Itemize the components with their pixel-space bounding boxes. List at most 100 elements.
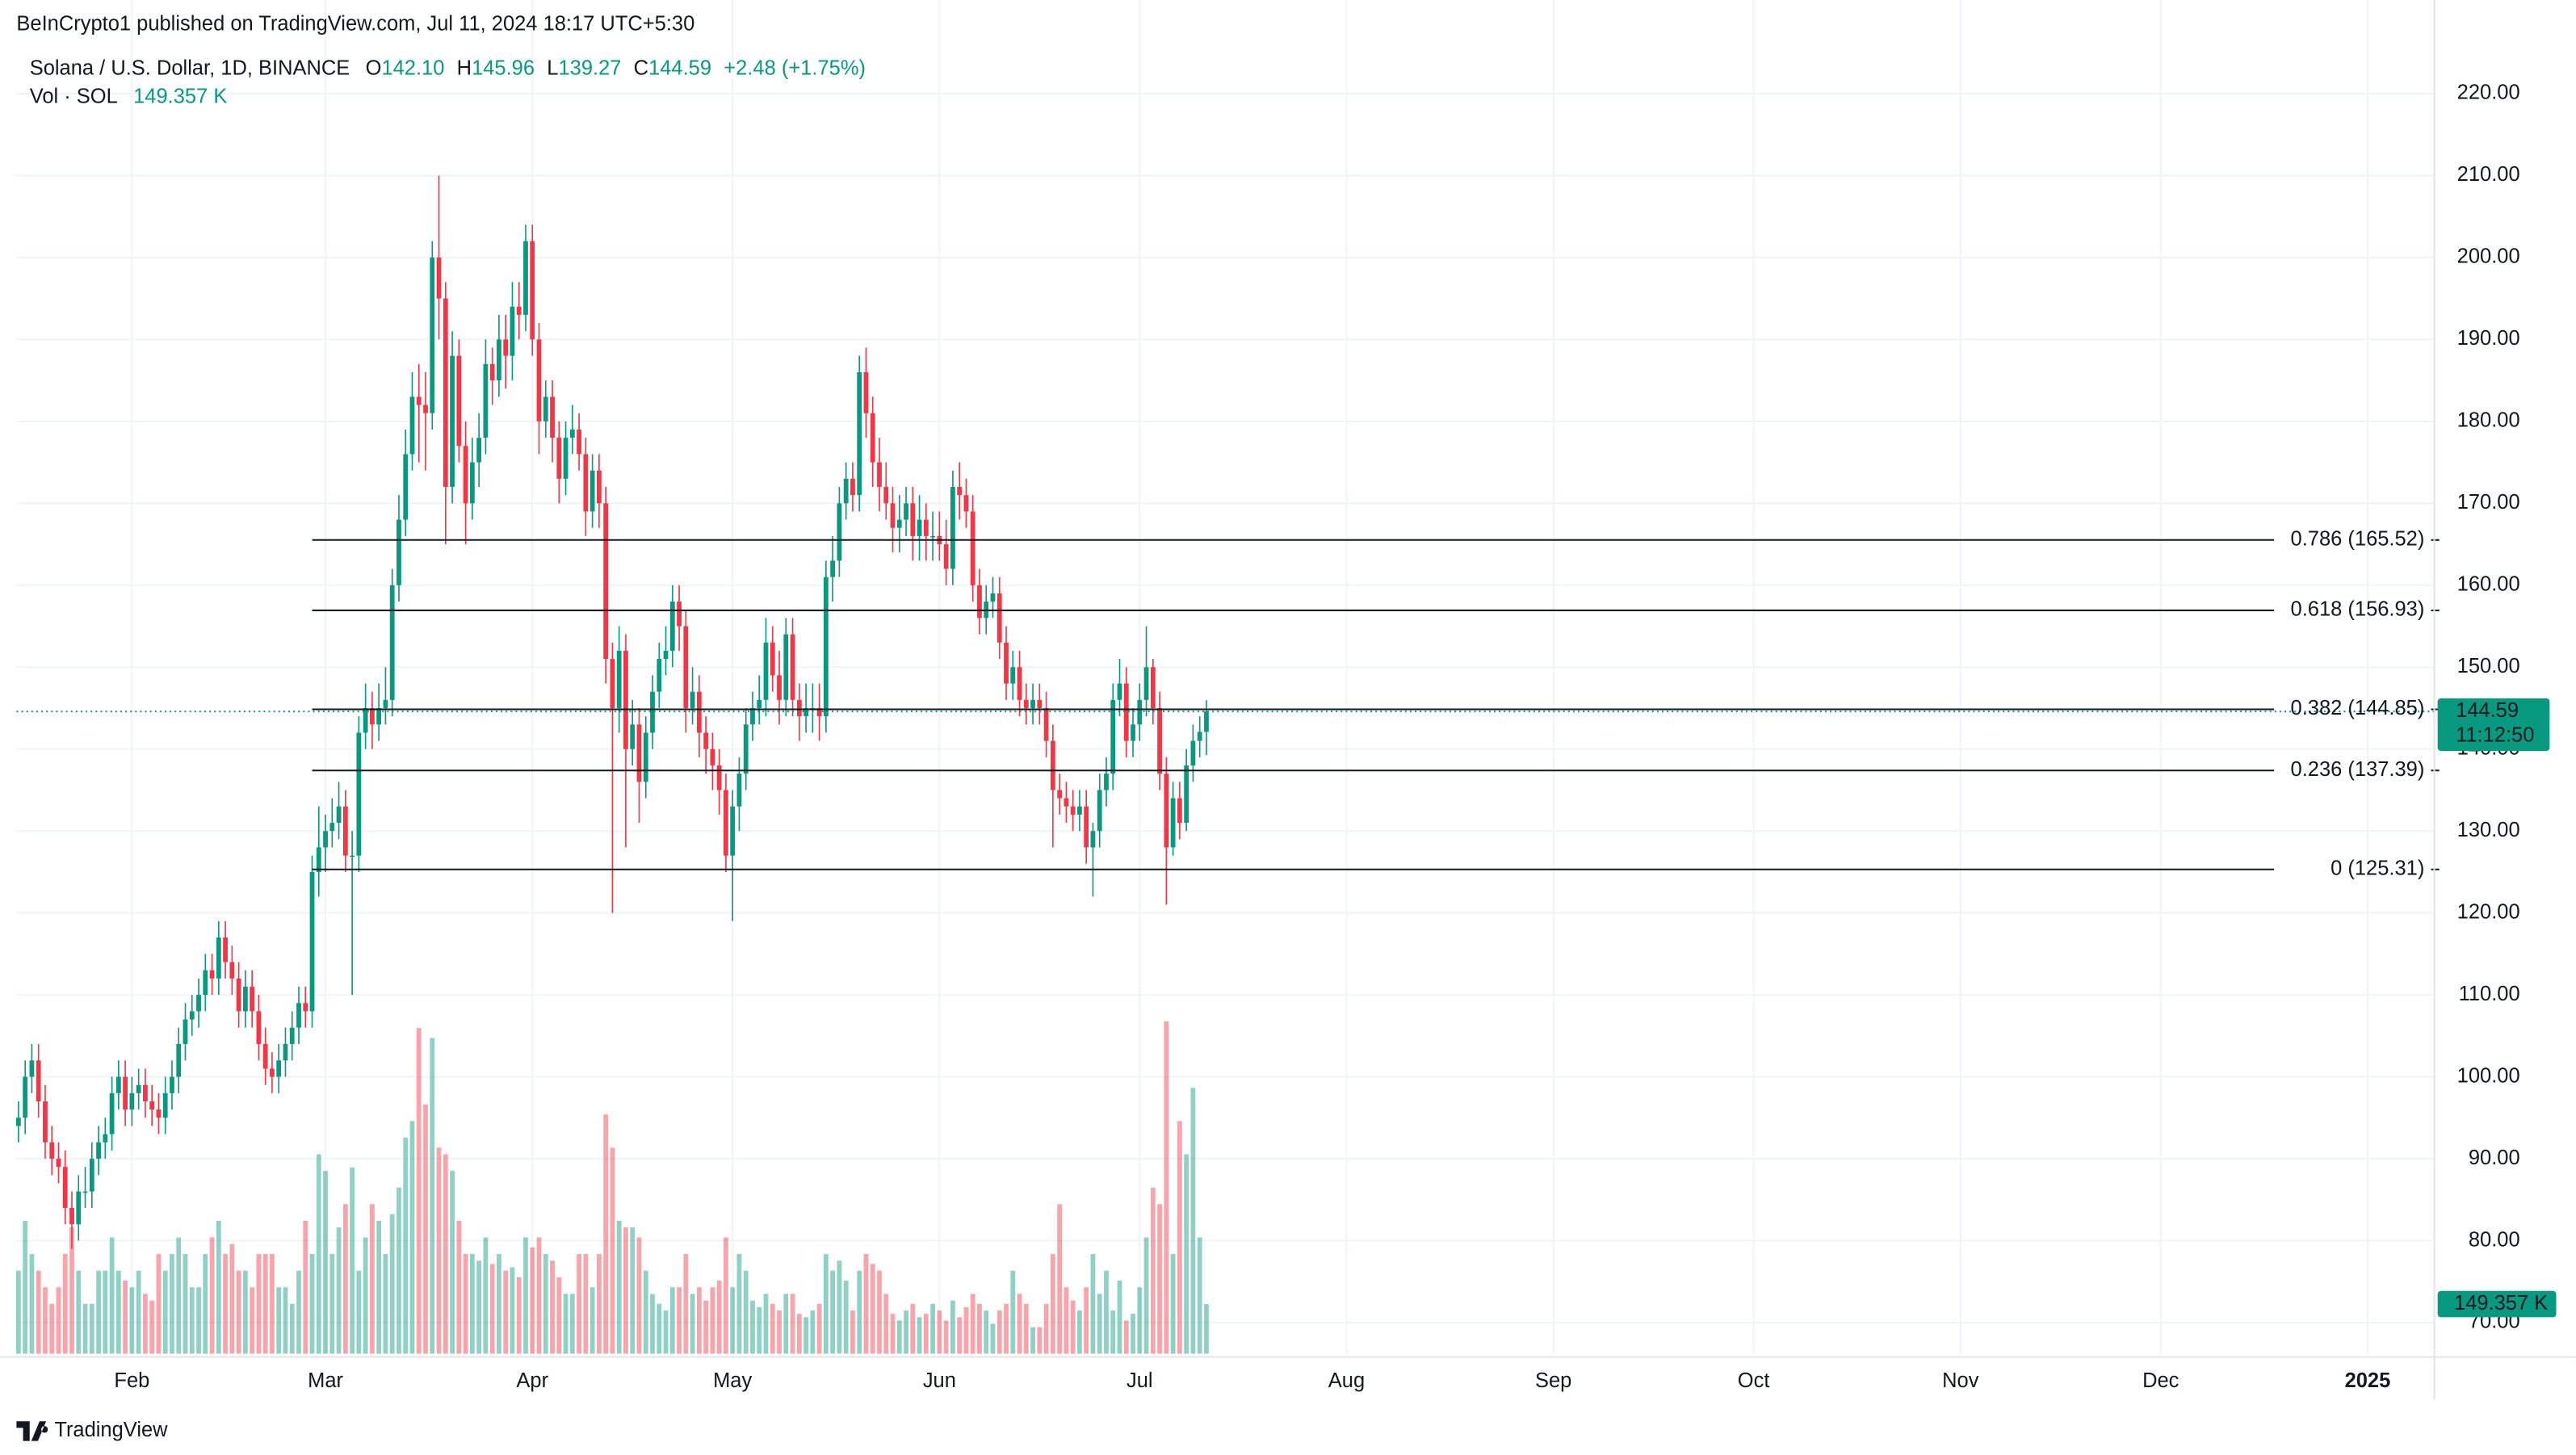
- candle-body: [923, 519, 929, 536]
- x-tick-label: 2025: [2345, 1369, 2391, 1392]
- candle-body: [883, 487, 889, 504]
- candle-body: [1004, 642, 1009, 684]
- candle-body: [170, 1076, 174, 1093]
- candle-body: [236, 978, 241, 1012]
- candle-body: [209, 970, 215, 979]
- candle-body: [62, 1167, 68, 1208]
- volume-bar: [877, 1270, 882, 1354]
- fib-level-label: 0.786 (165.52): [2291, 528, 2425, 551]
- x-tick-label: Apr: [516, 1369, 548, 1392]
- volume-bar: [183, 1254, 188, 1354]
- volume-bar: [236, 1270, 241, 1354]
- y-tick-label: 220.00: [2457, 82, 2520, 104]
- y-tick-label: 190.00: [2457, 327, 2520, 350]
- candle-body: [543, 396, 548, 421]
- candle-body: [970, 511, 975, 585]
- close-label: C: [634, 57, 648, 79]
- candle-body: [796, 699, 802, 717]
- candle-body: [76, 1191, 82, 1225]
- y-tick-label: 210.00: [2457, 163, 2520, 186]
- candle-body: [816, 707, 822, 717]
- volume-bar: [162, 1270, 168, 1354]
- candle-body: [1104, 774, 1109, 790]
- volume-bar: [583, 1254, 589, 1354]
- volume-bar: [896, 1320, 902, 1354]
- volume-bar: [149, 1300, 155, 1354]
- volume-bar: [1077, 1310, 1082, 1354]
- volume-bar: [930, 1303, 935, 1354]
- volume-bar: [156, 1254, 162, 1354]
- volume-bar: [136, 1270, 141, 1354]
- y-tick-label: 130.00: [2457, 819, 2520, 841]
- candle-body: [877, 462, 882, 488]
- volume-bar: [396, 1187, 401, 1354]
- candle-body: [376, 707, 382, 725]
- candle-body: [370, 707, 375, 725]
- candle-body: [443, 298, 448, 488]
- volume-bar: [970, 1294, 975, 1354]
- candle-body: [123, 1076, 128, 1110]
- volume-bar: [1017, 1294, 1022, 1354]
- candle-body: [342, 806, 348, 856]
- candles: [16, 175, 1209, 1249]
- volume-bar: [890, 1314, 896, 1354]
- volume-bar: [523, 1237, 528, 1354]
- volume-bar: [1170, 1254, 1176, 1354]
- candle-body: [690, 691, 695, 708]
- volume-bar: [770, 1303, 775, 1354]
- y-tick-label: 100.00: [2457, 1064, 2520, 1087]
- fibonacci: 0.786 (165.52) 0.618 (156.93) 0.382 (144.8…: [16, 528, 2440, 880]
- volume-bar: [296, 1270, 301, 1354]
- candle-body: [510, 306, 515, 356]
- high-value: 145.96: [472, 57, 535, 79]
- volume-bar: [1164, 1021, 1169, 1354]
- volume-bar: [423, 1104, 428, 1354]
- candle-body: [363, 707, 368, 733]
- candle-body: [303, 1003, 308, 1012]
- x-tick-label: May: [713, 1369, 752, 1392]
- volume-bar: [316, 1154, 321, 1354]
- candle-body: [650, 691, 655, 733]
- volume-bar: [262, 1254, 268, 1354]
- y-tick-label: 80.00: [2469, 1228, 2520, 1251]
- candle-body: [476, 438, 482, 463]
- candle-body: [636, 724, 642, 782]
- volume-bar: [883, 1294, 889, 1354]
- volume-bar: [823, 1254, 829, 1354]
- volume-bar: [403, 1138, 409, 1354]
- candle-body: [523, 241, 528, 315]
- volume-bar: [589, 1287, 595, 1354]
- volume-bar: [757, 1306, 762, 1354]
- volume-pane: [16, 1021, 1209, 1354]
- candle-body: [96, 1142, 101, 1159]
- volume-bar: [489, 1264, 495, 1354]
- candle-body: [589, 470, 595, 512]
- symbol-legend: Solana / U.S. Dollar, 1D, BINANCE O142.1…: [30, 57, 866, 79]
- volume-bar: [730, 1287, 736, 1354]
- candle-body: [1084, 806, 1089, 848]
- candle-body: [596, 470, 602, 504]
- candle-body: [803, 707, 808, 717]
- candle-body: [103, 1134, 108, 1143]
- volume-bar: [777, 1310, 782, 1354]
- volume-bar: [123, 1281, 128, 1354]
- volume-bar: [1150, 1187, 1156, 1354]
- candle-body: [1097, 790, 1102, 832]
- candle-body: [763, 642, 769, 700]
- candle-body: [143, 1084, 148, 1102]
- candle-body: [1030, 699, 1035, 708]
- candle-body: [323, 831, 328, 848]
- volume-bar: [923, 1314, 929, 1354]
- candle-body: [216, 937, 221, 979]
- volume-bar: [510, 1267, 515, 1354]
- volume-bar: [176, 1237, 182, 1354]
- volume-bar: [389, 1214, 395, 1354]
- volume-bar: [270, 1254, 275, 1354]
- volume-legend: Vol · SOL 149.357 K: [30, 85, 228, 107]
- candle-body: [1070, 806, 1076, 815]
- candle-body: [149, 1101, 155, 1110]
- volume-bar: [977, 1303, 982, 1354]
- candle-body: [1143, 667, 1149, 700]
- candle-body: [1184, 765, 1189, 824]
